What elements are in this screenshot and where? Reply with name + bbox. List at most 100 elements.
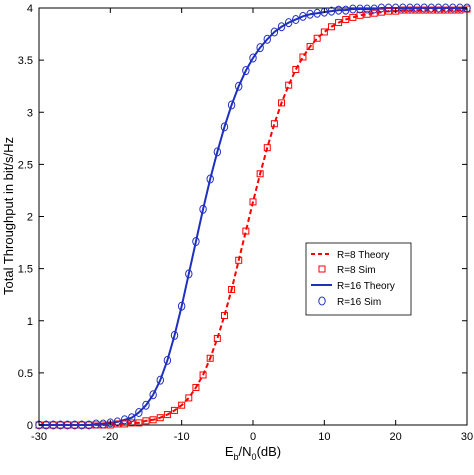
- data-point: [142, 400, 150, 410]
- data-point: [256, 170, 264, 178]
- data-point: [228, 285, 236, 293]
- data-point: [449, 3, 457, 13]
- data-point: [92, 419, 100, 429]
- y-tick-label: 3: [27, 107, 33, 119]
- data-point: [413, 3, 421, 13]
- data-point: [270, 120, 278, 128]
- data-point: [299, 11, 307, 21]
- data-point: [106, 418, 115, 428]
- data-point: [213, 147, 222, 157]
- y-tick-label: 0.5: [18, 368, 33, 380]
- data-point: [192, 237, 200, 247]
- data-point: [113, 417, 122, 427]
- data-point: [70, 420, 79, 430]
- data-point: [384, 3, 393, 13]
- y-tick-label: 2.5: [18, 159, 33, 171]
- data-point: [178, 401, 186, 409]
- x-axis-label: Eb/N0(dB): [225, 444, 281, 462]
- axes-layer: -30 -20 -10 0 10 20 30 0 0.5 1 1.5 2 2.5 3 3.5 4: [18, 3, 473, 443]
- data-point: [63, 420, 72, 430]
- data-point: [171, 406, 179, 414]
- legend-marker-r8-sim: [318, 265, 326, 273]
- data-point: [335, 19, 343, 27]
- legend-box: [305, 242, 412, 316]
- data-point: [313, 8, 321, 18]
- data-point: [156, 375, 164, 385]
- data-point: [284, 18, 293, 28]
- y-tick-label: 2: [27, 212, 33, 224]
- data-point: [213, 334, 221, 342]
- data-point: [320, 28, 328, 36]
- data-point: [163, 355, 172, 365]
- data-point: [420, 3, 428, 13]
- data-point: [427, 3, 436, 13]
- data-point: [270, 27, 279, 37]
- data-point: [56, 420, 65, 430]
- data-point: [235, 256, 243, 264]
- data-point: [206, 174, 214, 184]
- data-point: [299, 53, 307, 61]
- data-point: [327, 6, 336, 16]
- data-point: [163, 411, 171, 419]
- data-point: [220, 122, 229, 132]
- data-point: [441, 3, 450, 13]
- data-point: [363, 4, 371, 14]
- data-point: [292, 66, 300, 74]
- data-point: [170, 330, 179, 340]
- data-point: [177, 301, 186, 311]
- x-tick-label: 20: [390, 431, 402, 443]
- data-point: [49, 420, 57, 430]
- data-point: [185, 394, 193, 402]
- data-point: [277, 22, 286, 32]
- x-axis-label-sub-b: b: [234, 452, 239, 462]
- legend-label-r16-sim: R=16 Sim: [337, 297, 381, 308]
- data-point: [356, 4, 364, 14]
- data-point: [156, 414, 164, 422]
- data-point: [434, 3, 443, 13]
- data-point: [199, 371, 207, 379]
- x-tick-label: -30: [31, 431, 47, 443]
- data-point: [278, 99, 286, 107]
- data-point: [78, 420, 86, 430]
- data-point: [128, 419, 136, 427]
- data-point: [327, 23, 335, 31]
- y-tick-label: 1: [27, 316, 33, 328]
- data-point: [235, 81, 243, 91]
- data-point: [399, 3, 407, 13]
- data-point: [256, 43, 264, 53]
- y-tick-label: 4: [27, 3, 33, 15]
- data-point: [385, 7, 393, 15]
- data-point: [342, 5, 350, 15]
- legend-label-r8-theory: R=8 Theory: [337, 250, 389, 261]
- data-point: [249, 198, 257, 206]
- data-point: [406, 3, 414, 13]
- x-tick-label: -10: [174, 431, 190, 443]
- data-point: [263, 34, 271, 44]
- legend-label-r8-sim: R=8 Sim: [337, 265, 376, 276]
- x-tick-label: -20: [102, 431, 118, 443]
- data-point: [349, 13, 357, 21]
- x-axis-label-sub-0: 0: [252, 452, 257, 462]
- x-tick-label: 10: [318, 431, 330, 443]
- data-point: [306, 43, 314, 51]
- y-tick-label: 0: [27, 420, 33, 432]
- data-point: [285, 81, 293, 89]
- data-point: [342, 15, 350, 23]
- data-point: [349, 4, 357, 14]
- data-point: [85, 420, 93, 430]
- data-point: [370, 4, 378, 14]
- data-point: [377, 3, 386, 13]
- data-point: [135, 419, 143, 427]
- plot-area: [38, 7, 468, 426]
- data-point: [377, 8, 385, 16]
- data-point: [249, 53, 257, 63]
- data-point: [220, 312, 228, 320]
- data-point: [306, 9, 314, 19]
- x-axis-label-e: E: [225, 444, 234, 459]
- data-point: [192, 383, 200, 391]
- data-point: [128, 413, 136, 423]
- data-point: [334, 5, 343, 15]
- data-point: [135, 407, 143, 417]
- x-tick-label: 0: [250, 431, 256, 443]
